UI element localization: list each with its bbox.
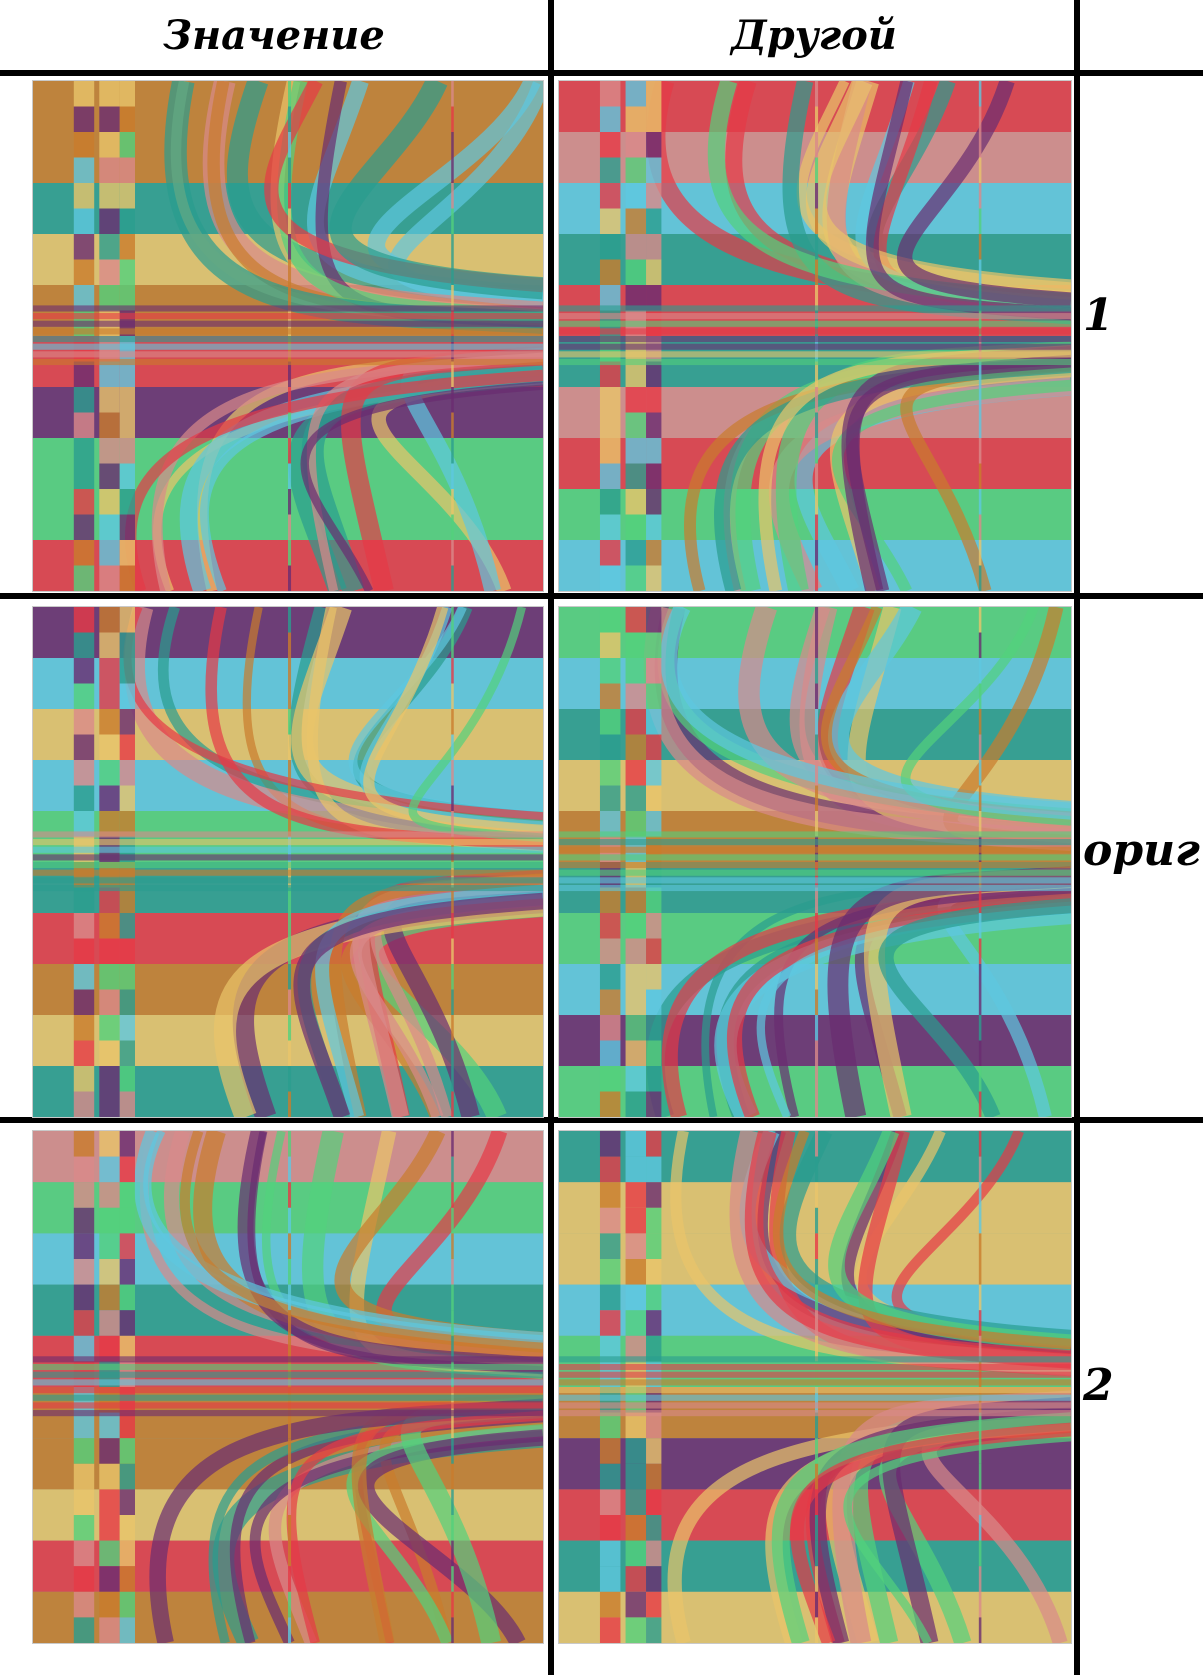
column-header-value: Значение xyxy=(163,11,385,59)
grid-line-header-bottom xyxy=(0,70,1203,76)
row-label-1: 1 xyxy=(1083,290,1114,341)
row-label-2: 2 xyxy=(1083,1360,1114,1411)
image-value-row-orig xyxy=(32,606,544,1118)
grid-line-col-divider xyxy=(548,0,554,1675)
image-value-row-2 xyxy=(32,1130,544,1644)
grid-line-row1-bottom xyxy=(0,593,1203,599)
row-label-orig: ориг xyxy=(1083,825,1200,876)
image-other-row-2 xyxy=(558,1130,1072,1644)
grid-line-row2-bottom xyxy=(0,1117,1203,1123)
image-other-row-1 xyxy=(558,80,1072,592)
image-other-row-orig xyxy=(558,606,1072,1118)
grid-line-label-divider xyxy=(1074,0,1080,1675)
image-value-row-1 xyxy=(32,80,544,592)
column-header-other: Другой xyxy=(731,11,897,59)
